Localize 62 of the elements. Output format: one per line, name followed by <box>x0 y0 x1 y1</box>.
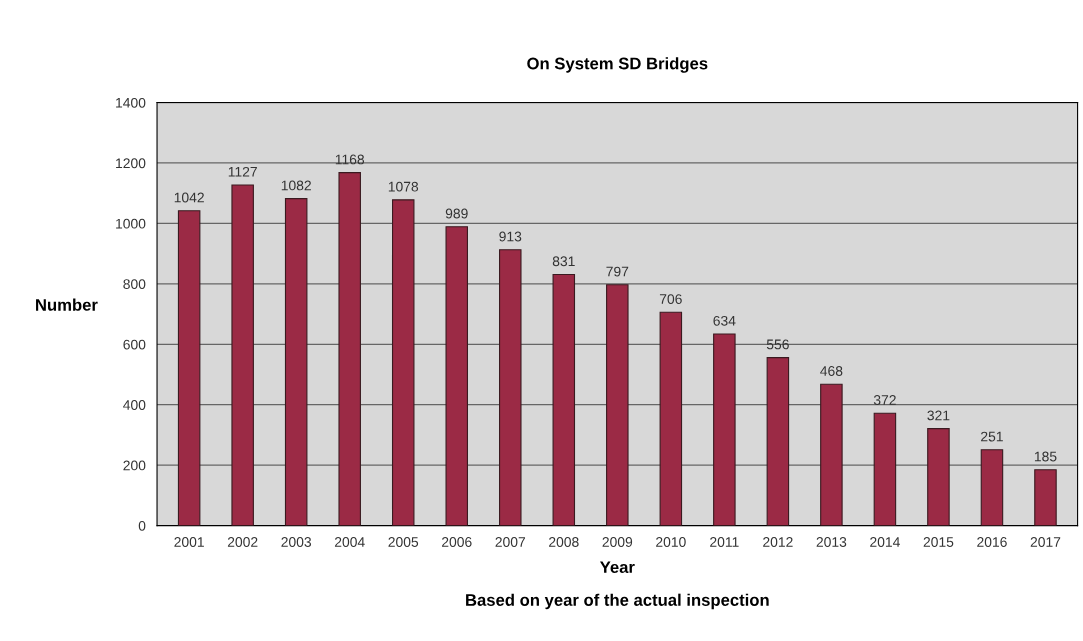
y-tick-label: 0 <box>138 520 146 531</box>
data-label: 1082 <box>281 180 311 191</box>
data-label: 321 <box>927 410 950 421</box>
x-tick-label: 2001 <box>174 537 204 547</box>
y-tick-label: 1400 <box>116 97 146 108</box>
x-tick-label: 2003 <box>281 537 312 547</box>
bar <box>659 311 683 526</box>
data-label: 468 <box>820 366 843 376</box>
data-label: 251 <box>981 431 1003 442</box>
data-label: 706 <box>659 294 682 304</box>
x-tick-label: 2002 <box>227 537 258 547</box>
y-tick-label: 400 <box>123 400 146 410</box>
x-tick-label: 2006 <box>442 537 472 547</box>
x-axis-title: Year <box>599 561 635 574</box>
y-tick-label: 600 <box>123 339 146 350</box>
chart-title: On System SD Bridges <box>527 57 708 73</box>
y-tick-label: 1000 <box>116 218 146 229</box>
bar <box>231 184 254 526</box>
data-label: 372 <box>873 395 896 405</box>
x-tick-label: 2017 <box>1030 537 1061 547</box>
x-tick-label: 2010 <box>656 537 686 547</box>
x-tick-label: 2012 <box>763 537 793 547</box>
bar <box>980 449 1004 526</box>
bar <box>1034 469 1057 526</box>
data-label: 797 <box>606 266 629 277</box>
bar <box>338 172 361 526</box>
bar <box>552 273 576 526</box>
x-tick-label: 2004 <box>334 537 365 547</box>
bar <box>820 383 843 526</box>
data-label: 831 <box>552 256 575 267</box>
data-label: 185 <box>1034 451 1057 462</box>
data-label: 989 <box>445 208 468 219</box>
bar <box>177 210 201 526</box>
bar <box>606 284 629 526</box>
x-tick-label: 2014 <box>870 537 900 547</box>
x-tick-label: 2009 <box>602 537 633 547</box>
x-tick-label: 2005 <box>388 537 419 547</box>
bar <box>927 428 950 526</box>
y-tick-label: 200 <box>123 460 146 471</box>
x-tick-label: 2013 <box>816 537 847 547</box>
x-tick-label: 2011 <box>710 537 739 547</box>
x-tick-label: 2008 <box>549 537 579 547</box>
data-label: 913 <box>499 231 522 242</box>
x-tick-label: 2007 <box>495 537 526 547</box>
y-axis-title: Number <box>36 298 98 311</box>
x-tick-label: 2015 <box>923 537 954 547</box>
bar <box>499 249 522 526</box>
bar <box>445 226 469 526</box>
bar <box>873 412 897 526</box>
bar <box>284 198 308 526</box>
data-label: 1168 <box>335 154 365 165</box>
data-label: 634 <box>713 315 736 326</box>
data-label: 1078 <box>388 181 419 192</box>
y-tick-label: 800 <box>123 279 146 290</box>
data-label: 1127 <box>228 166 257 177</box>
data-label: 1042 <box>174 192 204 203</box>
bar <box>391 199 415 526</box>
y-tick-label: 1200 <box>116 158 146 169</box>
x-tick-label: 2016 <box>977 537 1007 547</box>
bar <box>766 357 790 526</box>
bar <box>713 333 736 526</box>
text: Based on year of the actual inspection <box>466 593 769 610</box>
